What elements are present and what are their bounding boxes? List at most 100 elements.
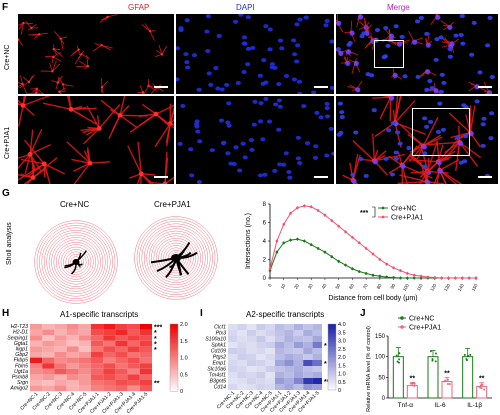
heatmap-cell (66, 335, 79, 341)
heatmap-cell (265, 384, 275, 390)
heatmap-cell (265, 378, 275, 384)
heatmap-cell (103, 374, 116, 380)
colorbar-segment (328, 363, 336, 366)
heatmap-cell (115, 335, 128, 341)
column-label-dapi: DAPI (236, 3, 255, 12)
data-point (483, 388, 486, 391)
colorbar-segment (328, 375, 336, 378)
colorbar-segment (328, 380, 336, 383)
heatmap-cell (139, 346, 152, 352)
heatmap-cell (91, 357, 104, 364)
heatmap-cell (228, 342, 238, 348)
colorbar-segment (170, 381, 178, 384)
sholl-row-label: Sholl analysis (6, 222, 13, 266)
heatmap-cell (127, 374, 140, 380)
gene-label: H2-T23 (11, 324, 28, 330)
heatmap-cell (103, 335, 116, 341)
colorbar-segment (328, 388, 336, 391)
x-tick-label: 90 (389, 283, 396, 290)
y-tick-label: 50 (378, 375, 385, 381)
micrograph-nc-gfap (18, 14, 174, 94)
data-point (330, 255, 334, 259)
gene-label: H2-D1 (13, 330, 28, 336)
legend-entry: Cre+PJA1 (391, 215, 423, 222)
heatmap-cell (284, 324, 294, 330)
heatmap-cell (42, 329, 55, 336)
heatmap-cell (30, 385, 43, 392)
sholl-title-nc: Cre+NC (60, 200, 90, 209)
heatmap-cell (91, 324, 104, 330)
heatmap-cell (293, 360, 304, 366)
data-point (309, 205, 313, 209)
colorbar-tick-label: 2.0 (338, 355, 346, 361)
data-point (351, 236, 354, 239)
heatmap-cell (303, 354, 313, 360)
heatmap-cell (228, 330, 238, 336)
heatmap-cell (54, 335, 67, 341)
colorbar-segment (170, 354, 178, 357)
heatmap-cell (30, 340, 43, 347)
colorbar-segment (170, 376, 178, 379)
colorbar-tick-label: 2.5 (338, 347, 346, 353)
heatmap-cell (284, 378, 294, 384)
data-point (344, 230, 347, 234)
heatmap-cell (115, 346, 128, 352)
heatmap-a1-title: A1-specific transcripts (60, 310, 139, 319)
heatmap-cell (42, 357, 55, 364)
gene-label: Ptgs2 (213, 355, 226, 361)
heatmap-cell (127, 380, 140, 386)
y-tick-label: 100 (375, 355, 386, 361)
heatmap-cell (265, 336, 275, 342)
heatmap-cell (103, 324, 116, 330)
heatmap-cell (115, 340, 128, 347)
heatmap-cell (66, 368, 79, 375)
data-point (351, 267, 354, 271)
colorbar-tick-label: 3.5 (338, 330, 346, 336)
heatmap-cell (115, 374, 128, 380)
gene-label: Ptx3 (216, 331, 226, 337)
heatmap-cell (265, 324, 275, 330)
data-point (289, 238, 292, 242)
heatmap-cell (78, 352, 91, 358)
gene-label: Ugt1a (14, 369, 28, 375)
data-point (434, 352, 437, 355)
heatmap-cell (78, 380, 91, 386)
colorbar-segment (170, 366, 178, 368)
heatmap-cell (42, 374, 55, 380)
heatmap-cell (246, 348, 257, 354)
colorbar-segment (328, 345, 336, 348)
x-tick-label: 100 (402, 283, 410, 292)
zoom-inset-box (374, 40, 404, 68)
heatmap-cell (275, 354, 285, 360)
x-tick-label: 10 (279, 283, 286, 290)
colorbar-segment (328, 332, 336, 335)
data-point (431, 358, 434, 361)
data-point (337, 224, 340, 228)
heatmap-cell (127, 335, 140, 341)
heatmap-cell (246, 342, 257, 348)
data-point (463, 353, 466, 356)
heatmap-cell (139, 363, 152, 369)
heatmap-cell (237, 366, 247, 372)
colorbar-segment (328, 358, 336, 361)
colorbar-segment (170, 371, 178, 374)
significance-marker: * (324, 343, 327, 350)
heatmap-cell (103, 363, 116, 369)
heatmap-cell (265, 366, 275, 372)
heatmap-cell (293, 384, 304, 390)
heatmap-cell (30, 324, 43, 330)
colorbar-tick-label: 1.5 (180, 339, 188, 345)
gene-label: Cd14 (214, 385, 227, 391)
heatmap-cell (293, 354, 304, 360)
heatmap-cell (54, 340, 67, 347)
gene-label: Srgn (17, 380, 28, 386)
colorbar-segment (328, 376, 336, 379)
heatmap-cell (91, 363, 104, 369)
heatmap-cell (228, 366, 238, 372)
colorbar-tick-label: 3.0 (338, 339, 346, 345)
colorbar-segment (328, 360, 336, 363)
colorbar-segment (170, 379, 178, 382)
colorbar-segment (170, 325, 178, 328)
legend-entry: Cre+NC (391, 206, 416, 213)
category-label: IL-1β (467, 402, 482, 409)
